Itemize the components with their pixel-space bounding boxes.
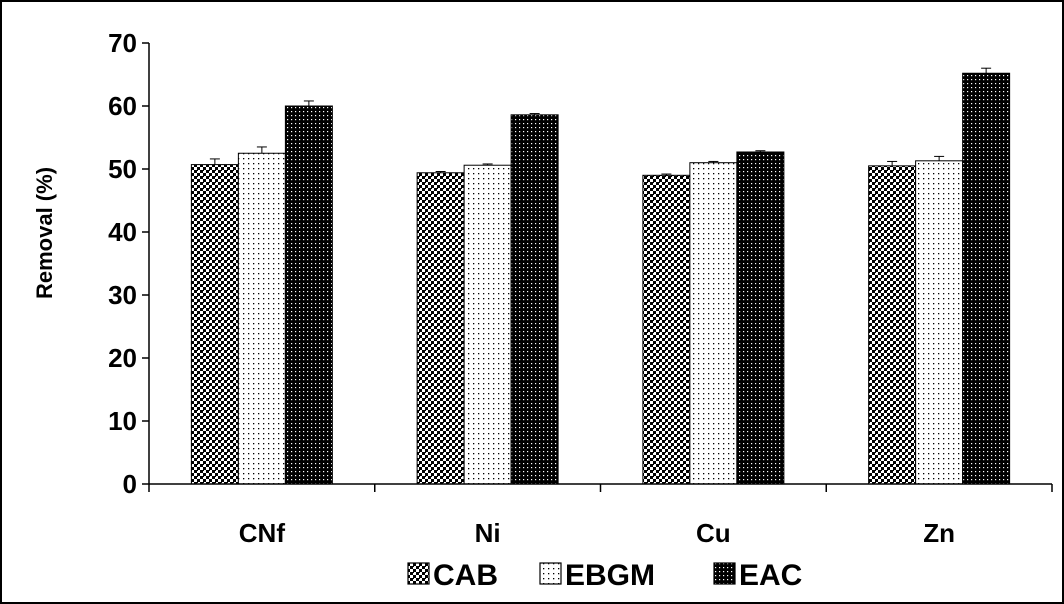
y-tick-label: 0 xyxy=(123,469,137,499)
y-tick-label: 30 xyxy=(108,280,137,310)
legend-label-ebgm: EBGM xyxy=(565,559,655,592)
y-axis-title: Removal (%) xyxy=(32,167,57,299)
bars xyxy=(190,67,1011,485)
y-axis-ticks: 0 10 20 30 40 50 60 70 xyxy=(108,28,149,499)
y-tick-label: 40 xyxy=(108,217,137,247)
y-tick-label: 20 xyxy=(108,343,137,373)
y-tick-label: 60 xyxy=(108,91,137,121)
category-label: Cu xyxy=(696,518,731,548)
y-tick-label: 50 xyxy=(108,154,137,184)
legend-swatch-ebgm xyxy=(539,562,562,585)
bar-eac-cnf xyxy=(284,105,333,485)
y-tick-label: 10 xyxy=(108,406,137,436)
bar-eac-cu xyxy=(736,151,785,485)
bar-ebgm-ni xyxy=(463,164,512,485)
bar-cab-cnf xyxy=(190,164,239,485)
legend-label-cab: CAB xyxy=(433,559,498,592)
bar-ebgm-cu xyxy=(689,162,738,485)
legend-swatch-cab xyxy=(407,562,430,585)
category-labels: CNf Ni Cu Zn xyxy=(239,518,955,548)
bar-cab-ni xyxy=(416,172,465,485)
bar-ebgm-cnf xyxy=(237,152,286,485)
bar-eac-ni xyxy=(510,114,559,485)
legend-label-eac: EAC xyxy=(739,559,802,592)
category-label: Zn xyxy=(923,518,955,548)
y-tick-label: 70 xyxy=(108,28,137,58)
legend: CAB EBGM EAC xyxy=(407,559,802,592)
bar-ebgm-zn xyxy=(915,160,964,485)
bar-cab-zn xyxy=(868,165,917,485)
category-label: CNf xyxy=(239,518,286,548)
legend-swatch-eac xyxy=(713,562,736,585)
axes xyxy=(148,43,1053,492)
bar-cab-cu xyxy=(642,174,691,485)
category-label: Ni xyxy=(475,518,501,548)
bar-eac-zn xyxy=(962,72,1011,485)
